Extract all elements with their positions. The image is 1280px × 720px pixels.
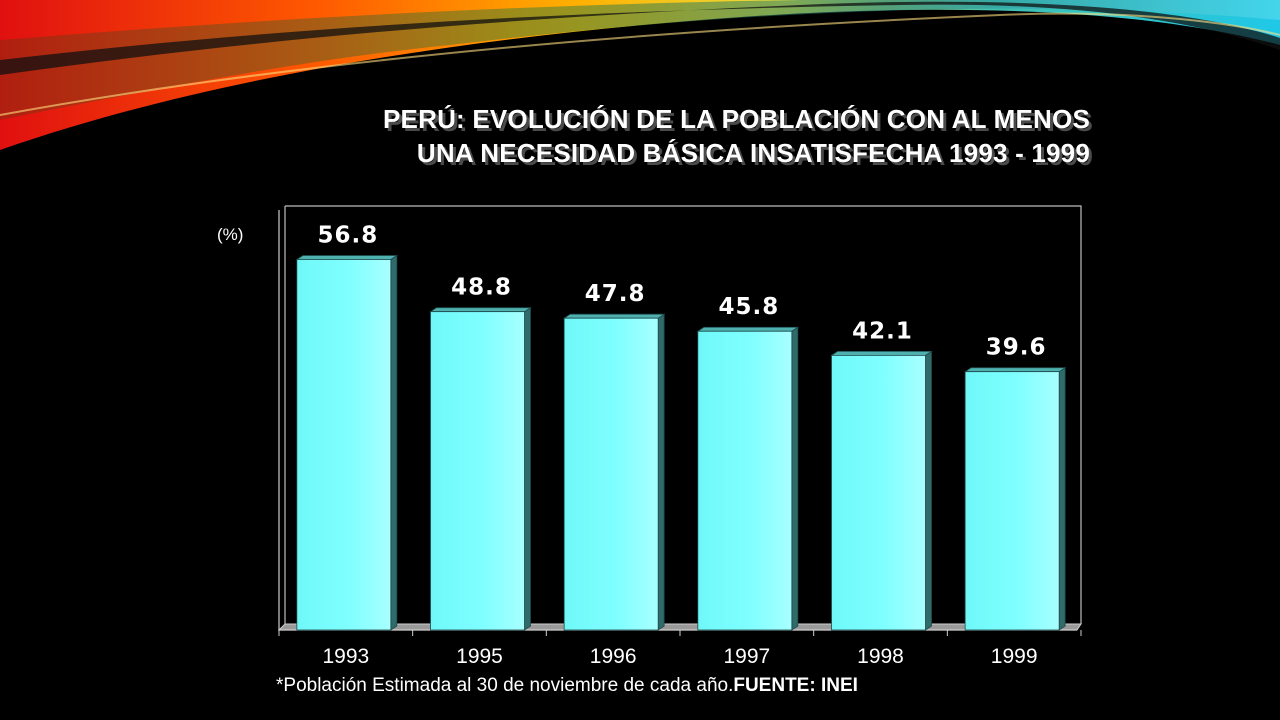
bar-1999: 39.6 xyxy=(963,335,1067,631)
decorative-swoosh-banner xyxy=(0,0,1280,150)
data-label: 47.8 xyxy=(585,281,646,307)
bar-1998: 42.1 xyxy=(830,318,933,631)
x-tick-label: 1998 xyxy=(857,645,904,668)
data-label: 42.1 xyxy=(852,318,913,344)
data-label: 56.8 xyxy=(317,222,378,248)
bar-side xyxy=(791,326,799,631)
slide-title-line-1: PERÚ: EVOLUCIÓN DE LA POBLACIÓN CON AL M… xyxy=(383,104,1090,134)
y-axis-label: (%) xyxy=(217,225,244,244)
x-tick-label: 1993 xyxy=(322,645,369,668)
bar-series: 56.8 48.8 47.8 45.8 42.1 39.6 xyxy=(295,222,1067,631)
bar-front xyxy=(563,317,659,631)
bar-top xyxy=(696,326,800,332)
data-label: 45.8 xyxy=(718,294,779,320)
bar-side xyxy=(925,350,932,631)
bar-1996: 47.8 xyxy=(562,281,666,631)
plot-back-wall xyxy=(285,205,1082,624)
x-axis-ticks: 1993 1995 1996 1997 1998 1999 xyxy=(278,630,1082,668)
bar-front xyxy=(296,259,392,631)
x-tick-label: 1996 xyxy=(590,645,637,668)
bar-side xyxy=(524,306,531,631)
source-credit: FUENTE: INEI xyxy=(733,675,858,696)
bar-side xyxy=(390,254,398,631)
bar-top xyxy=(963,367,1067,373)
slide-title: PERÚ: EVOLUCIÓN DE LA POBLACIÓN CON AL M… xyxy=(383,102,1090,170)
bar-front xyxy=(430,311,525,631)
bar-top xyxy=(429,307,532,313)
bar-front xyxy=(831,354,926,631)
bar-1997: 45.8 xyxy=(696,294,800,631)
plot-frame xyxy=(277,205,1082,631)
x-tick-label: 1999 xyxy=(991,645,1038,668)
bar-top xyxy=(562,313,666,319)
plot-floor xyxy=(277,623,1082,631)
data-label: 39.6 xyxy=(986,335,1047,361)
x-tick-label: 1997 xyxy=(723,645,770,668)
footnote: *Población Estimada al 30 de noviembre d… xyxy=(276,675,858,697)
footnote-text: *Población Estimada al 30 de noviembre d… xyxy=(276,675,734,696)
bar-1995: 48.8 xyxy=(429,275,532,631)
bar-front xyxy=(697,330,793,631)
bar-top xyxy=(830,350,933,356)
x-tick-label: 1995 xyxy=(456,645,503,668)
bar-1993: 56.8 xyxy=(295,222,399,631)
slide-title-line-2: UNA NECESIDAD BÁSICA INSATISFECHA 1993 -… xyxy=(416,138,1090,168)
bar-top xyxy=(295,255,399,260)
bar-side xyxy=(1058,366,1066,631)
data-label: 48.8 xyxy=(451,275,512,301)
bar-front xyxy=(964,371,1060,631)
bar-side xyxy=(657,313,665,631)
